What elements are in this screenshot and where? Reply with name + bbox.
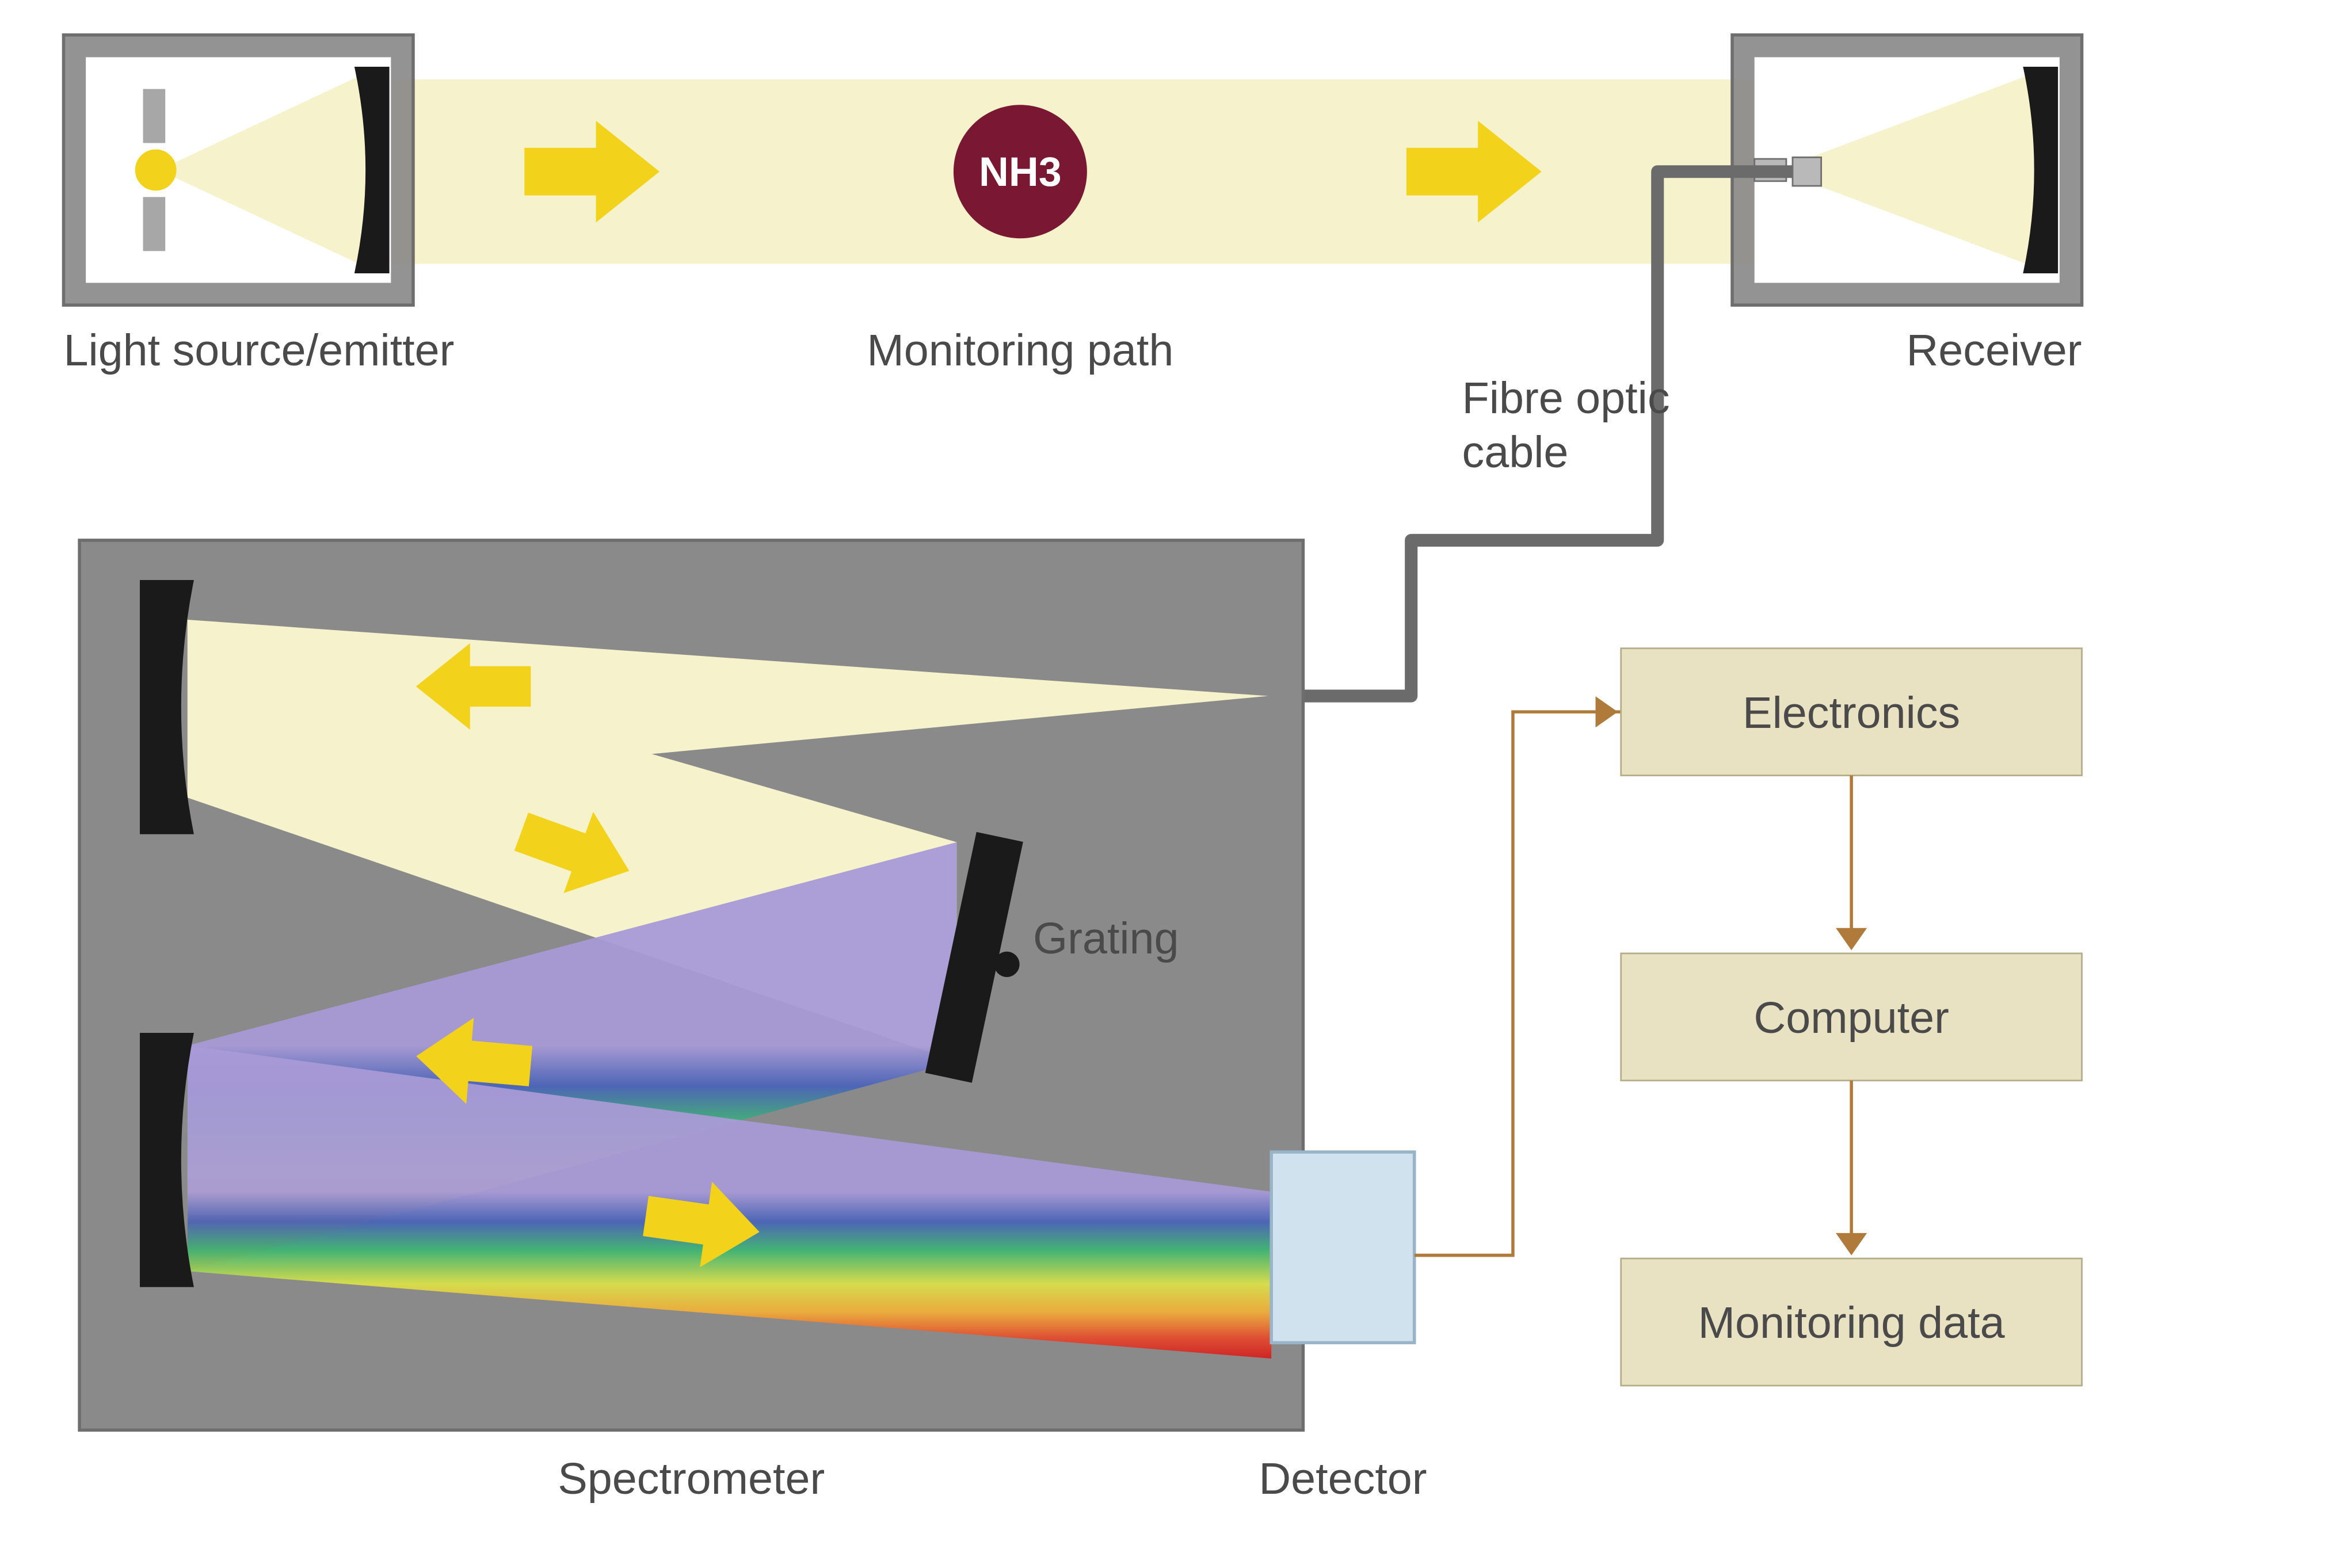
flow-connector — [1415, 712, 1621, 1255]
fibre-label-line2: cable — [1462, 428, 1569, 477]
flow-box-label-1: Computer — [1753, 993, 1949, 1043]
grating-label: Grating — [1033, 914, 1179, 963]
flow-box-label-2: Monitoring data — [1698, 1298, 2005, 1348]
monitoring-path-label: Monitoring path — [867, 326, 1173, 375]
detector — [1271, 1152, 1415, 1342]
detector-label: Detector — [1259, 1454, 1427, 1504]
flow-box-label-0: Electronics — [1743, 688, 1960, 738]
receiver-label: Receiver — [1906, 326, 2082, 375]
emitter-label: Light source/emitter — [63, 326, 454, 375]
spectrometer-label: Spectrometer — [558, 1454, 825, 1504]
fibre-label-line1: Fibre optic — [1462, 373, 1670, 423]
nh3-label: NH3 — [979, 149, 1062, 195]
